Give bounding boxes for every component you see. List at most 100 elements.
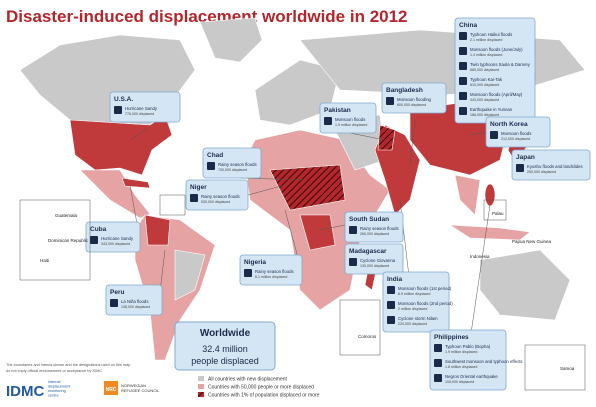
- event-icon: [387, 286, 395, 294]
- legend-label: Countries with 50,000 people or more dis…: [208, 385, 314, 391]
- worldwide-box: [174, 321, 276, 371]
- event-icon: [516, 164, 524, 172]
- callout: Japan Kyushu floods and landslides250,000…: [511, 149, 591, 181]
- event-name: Monsoon floods: [335, 117, 365, 122]
- event-displaced: 1.9 million displaced: [335, 123, 367, 127]
- inset-frame: [483, 199, 507, 221]
- callout-box: [202, 147, 262, 179]
- callout-country: Bangladesh: [386, 87, 423, 94]
- event-icon: [490, 131, 498, 139]
- inset-frame: [19, 199, 91, 281]
- map-label: Papua New Guinea: [512, 239, 552, 244]
- event-name: Monsoon floods (June/July): [470, 47, 523, 52]
- callout-country: Japan: [516, 154, 535, 161]
- callout-box: [382, 271, 450, 333]
- callout-box: [344, 243, 404, 275]
- event-displaced: 530,000 displaced: [201, 200, 230, 204]
- event-displaced: 138,000 displaced: [121, 305, 150, 309]
- callout-box: [511, 149, 591, 181]
- title: Disaster-induced displacement worldwide …: [6, 7, 408, 26]
- map-label: Haiti: [40, 258, 49, 263]
- callout-country: North Korea: [490, 121, 528, 128]
- disclaimer: The boundaries and names shown and the d…: [6, 363, 130, 367]
- idmc-logo: IDMC: [6, 383, 44, 400]
- callout-box: [485, 116, 551, 148]
- nrc-name: REFUGEE COUNCIL: [121, 388, 160, 393]
- legend-label: Countries with 1% of population displace…: [208, 393, 320, 399]
- legend-swatch: [198, 384, 204, 389]
- inset-frame: [159, 194, 186, 216]
- event-icon: [434, 359, 442, 367]
- event-name: Twin typhoons Saola & Damrey: [470, 62, 531, 67]
- event-name: Hurricane Sandy: [101, 236, 134, 241]
- event-displaced: 343,000 displaced: [101, 242, 130, 246]
- callout-box: [344, 211, 404, 243]
- event-name: Monsoon flooding: [397, 97, 432, 102]
- callout-box: [381, 82, 447, 114]
- callout-country: U.S.A.: [114, 96, 133, 103]
- event-icon: [349, 258, 357, 266]
- event-name: Monsoon floods (April/May): [470, 92, 523, 97]
- worldwide-label: Worldwide: [200, 328, 251, 339]
- event-name: Kyushu floods and landslides: [527, 164, 583, 169]
- idmc-name: monitoring: [48, 389, 66, 393]
- event-displaced: 220,000 displaced: [398, 322, 427, 326]
- callout-country: Nigeria: [244, 259, 266, 266]
- callout-country: Pakistan: [324, 107, 351, 114]
- event-icon: [459, 107, 467, 115]
- callout-country: Niger: [190, 184, 207, 191]
- callout-country: Madagascar: [349, 248, 387, 255]
- callout: India Monsoon floods (1st period)6.9 mill…: [382, 271, 453, 333]
- event-icon: [459, 92, 467, 100]
- event-displaced: 250,000 displaced: [527, 170, 556, 174]
- event-name: Typhoon Kai-Tak: [470, 77, 503, 82]
- event-name: Monsoon floods (1st period): [398, 286, 452, 291]
- event-name: Earthquake in Yunnan: [470, 107, 513, 112]
- event-icon: [434, 344, 442, 352]
- callout-country: South Sudan: [349, 216, 389, 223]
- callout-country: Peru: [110, 289, 124, 296]
- event-displaced: 1.9 million displaced: [445, 350, 477, 354]
- event-displaced: 610,000 displaced: [470, 83, 499, 87]
- event-icon: [459, 32, 467, 40]
- event-icon: [190, 194, 198, 202]
- nrc-logo-box: [104, 381, 118, 395]
- event-name: Rainy season floods: [201, 194, 240, 199]
- map-label: Dominican Republic: [48, 238, 89, 243]
- event-icon: [387, 316, 395, 324]
- map-label: Samoa: [560, 366, 575, 371]
- inset-frame: [524, 344, 586, 391]
- legend-swatch: [198, 392, 204, 397]
- callout-box: [185, 179, 249, 211]
- event-name: Rainy season floods: [360, 226, 399, 231]
- callout-box: [109, 91, 181, 123]
- callout-country: Cuba: [90, 226, 107, 233]
- idmc-name: internal: [48, 380, 61, 384]
- event-name: Negros Oriental earthquake: [445, 374, 498, 379]
- callout-country: India: [387, 276, 403, 283]
- event-name: Cyclone storm Nilam: [398, 316, 438, 321]
- event-name: Hurricane Sandy: [125, 106, 158, 111]
- event-displaced: 2 million displaced: [398, 307, 427, 311]
- event-displaced: 212,000 displaced: [501, 137, 530, 141]
- event-icon: [324, 117, 332, 125]
- map-label: Indonesia: [470, 254, 490, 259]
- event-name: Typhoon Pablo (Bopha): [445, 344, 491, 349]
- event-icon: [386, 97, 394, 105]
- map-label: Comoros: [358, 334, 377, 339]
- legend-label: All countries with new displacement: [208, 377, 288, 383]
- event-name: Monsoon floods: [501, 131, 531, 136]
- callout-box: [429, 329, 507, 391]
- event-displaced: 2.1 million displaced: [470, 38, 502, 42]
- event-displaced: 600,000 displaced: [397, 103, 426, 107]
- event-displaced: 6.9 million displaced: [398, 292, 430, 296]
- map-label: Guatemala: [55, 213, 78, 218]
